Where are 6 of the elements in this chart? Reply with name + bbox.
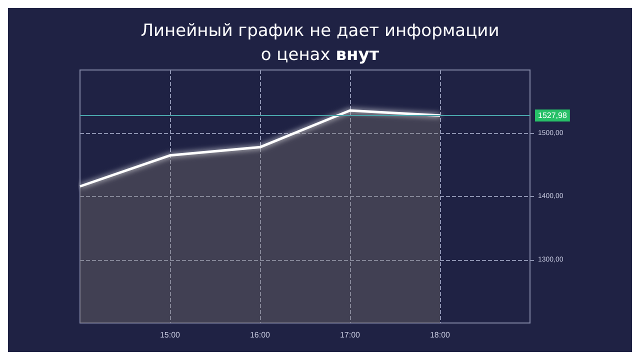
ref-line-label: 1527,98 <box>538 111 568 120</box>
x-tick-label: 17:00 <box>340 330 361 340</box>
x-tick-label: 15:00 <box>160 330 181 340</box>
chart-title: Линейный график не дает информации о ценах внут <box>140 21 500 65</box>
x-tick-label: 16:00 <box>250 330 271 340</box>
x-tick-label: 18:00 <box>430 330 451 340</box>
